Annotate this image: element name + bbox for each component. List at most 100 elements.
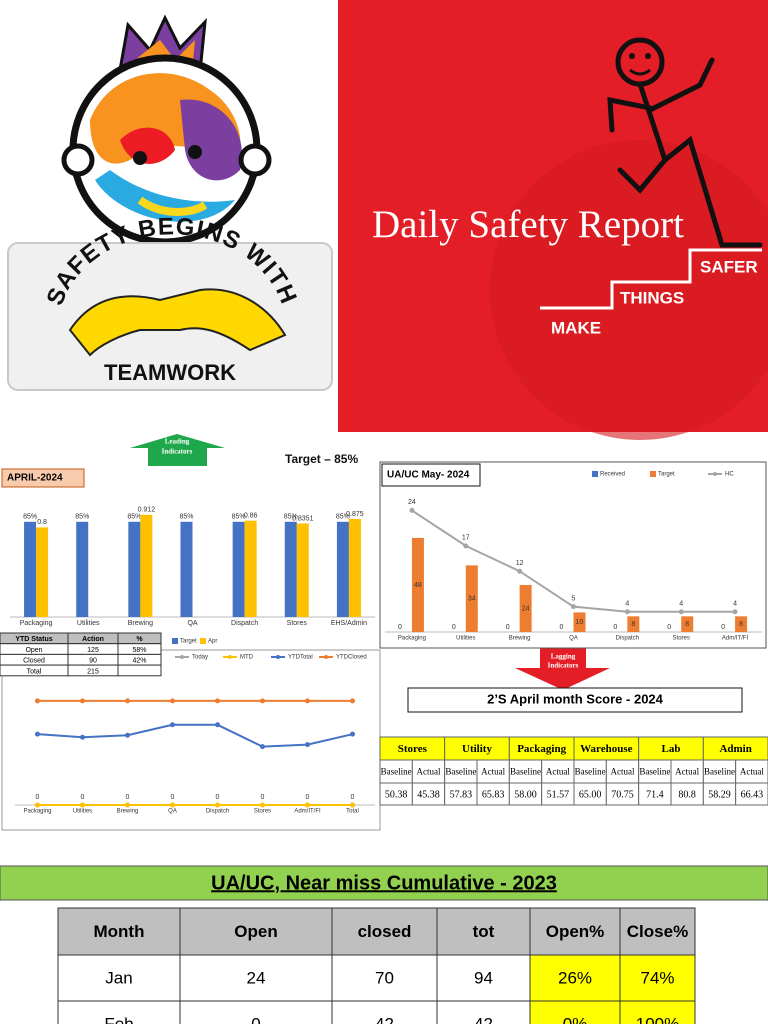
x-tick-label: Utilities — [456, 636, 475, 642]
data-label: 85% — [336, 514, 350, 521]
bar — [336, 521, 349, 617]
cell-text: Actual — [611, 767, 635, 777]
cell-text: % — [136, 636, 143, 643]
cell-text: 58.29 — [708, 789, 731, 800]
data-label: 0 — [261, 794, 265, 801]
cell-text: 42 — [474, 1014, 493, 1024]
cell-text: 71.4 — [646, 789, 664, 800]
leading-arrow: Leading Indicators — [130, 434, 225, 466]
data-label: 0 — [667, 624, 671, 631]
point — [80, 698, 85, 704]
data-label: 8 — [739, 621, 743, 628]
chart-title: UA/UC May- 2024 — [387, 470, 470, 481]
cell-text: Actual — [740, 767, 764, 777]
cumulative-banner — [0, 865, 768, 901]
cell-text: 57.83 — [450, 789, 473, 800]
teamwork-badge: SAFETY BEGINS WITH TEAMWORK — [7, 213, 333, 391]
point — [350, 802, 355, 808]
table-cell — [331, 1000, 438, 1024]
cell-text: Actual — [481, 767, 505, 777]
data-label: 0.875 — [346, 511, 364, 518]
cell-text: Baseline — [381, 767, 412, 777]
cell-text: 65.00 — [579, 789, 602, 800]
legend-swatch — [228, 655, 232, 659]
point — [624, 609, 630, 615]
point — [125, 698, 130, 704]
badge-bottom: TEAMWORK — [104, 360, 236, 385]
legend-label: Target — [180, 639, 197, 645]
cell-text: 94 — [474, 968, 493, 987]
x-tick-label: Adm/IT/FI — [722, 636, 749, 642]
chart-title: APRIL-2024 — [7, 473, 63, 484]
data-label: 85% — [127, 514, 141, 521]
cell-text: Actual — [675, 767, 699, 777]
point — [305, 802, 310, 808]
data-label: 24 — [408, 499, 416, 506]
x-tick-label: EHS/Admin — [331, 620, 367, 627]
point — [125, 732, 130, 738]
legend-swatch — [200, 638, 206, 644]
data-label: 17 — [462, 535, 470, 542]
data-label: 85% — [75, 514, 89, 521]
bar — [735, 616, 748, 632]
cell-text: Admin — [719, 743, 751, 755]
cell-text: Action — [82, 636, 104, 643]
point — [170, 698, 175, 704]
cell-text: YTD Status — [15, 636, 52, 643]
bar — [232, 521, 245, 617]
lagging-label: Indicators — [548, 662, 579, 670]
data-label: 4 — [733, 601, 737, 608]
cell-text: Baseline — [575, 767, 606, 777]
table-cell — [619, 954, 696, 1002]
cell-text: 100% — [636, 1014, 679, 1024]
x-tick-label: Packaging — [23, 809, 51, 815]
cell-text: Stores — [398, 743, 428, 755]
legend-label: YTDClosed — [336, 655, 367, 661]
x-tick-label: Dispatch — [231, 620, 258, 627]
cell-text: Open — [234, 922, 277, 941]
data-label: 48 — [414, 582, 422, 589]
point — [350, 731, 355, 737]
point — [517, 568, 523, 574]
point — [409, 507, 415, 513]
point — [35, 802, 40, 808]
table-cell — [57, 907, 181, 956]
table-cell — [529, 1000, 621, 1024]
bar — [244, 520, 257, 617]
point — [215, 802, 220, 808]
data-label: 10 — [576, 619, 584, 626]
cell-text: 26% — [558, 968, 592, 987]
legend-swatch — [592, 471, 598, 477]
point — [260, 744, 265, 750]
x-tick-label: Utilities — [77, 620, 100, 627]
cell-text: Baseline — [639, 767, 670, 777]
cell-text: 0% — [563, 1014, 588, 1024]
x-tick-label: QA — [168, 809, 177, 815]
data-label: 0 — [721, 624, 725, 631]
target-note: Target – 85% — [285, 452, 358, 466]
score-title: 2’S April month Score - 2024 — [487, 691, 664, 706]
cell-text: 125 — [87, 647, 99, 654]
point — [170, 802, 175, 808]
cell-text: Packaging — [517, 743, 566, 755]
cell-text: 58.00 — [514, 789, 537, 800]
cell-text: Lab — [662, 743, 681, 755]
x-tick-label: Dispatch — [206, 809, 229, 815]
leading-label: Indicators — [162, 448, 193, 456]
data-label: 85% — [179, 514, 193, 521]
cell-text: Month — [94, 922, 145, 941]
cell-text: Feb — [104, 1014, 133, 1024]
table-cell — [57, 954, 181, 1002]
data-label: 12 — [516, 560, 524, 567]
data-label: 0 — [171, 794, 175, 801]
chart-title-box — [1, 468, 85, 488]
bar — [519, 584, 532, 632]
data-label: 0 — [351, 794, 355, 801]
cell-text: Open — [25, 647, 42, 654]
chart-frame — [379, 461, 767, 649]
bar — [627, 616, 640, 632]
cell-text: Utility — [462, 743, 492, 755]
table-cell — [331, 954, 438, 1002]
data-label: 8 — [685, 621, 689, 628]
